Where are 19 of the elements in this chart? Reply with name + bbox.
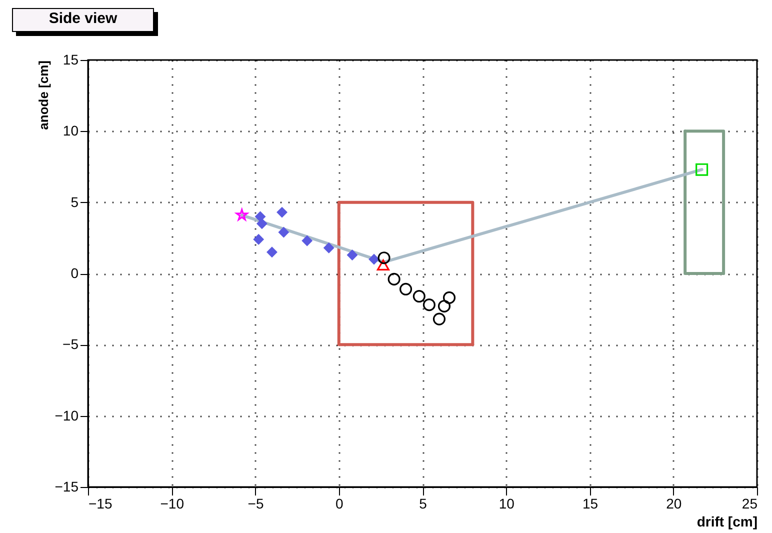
y-tick-label: −5 <box>62 336 79 352</box>
x-tick-label: 15 <box>582 496 598 512</box>
x-tick-label: −5 <box>248 496 264 512</box>
y-tick-label: −15 <box>54 478 79 494</box>
x-tick-label: 10 <box>498 496 515 512</box>
y-tick-label: 10 <box>62 122 79 139</box>
x-tick-label: −15 <box>88 496 112 512</box>
y-tick-label: −10 <box>54 407 79 424</box>
x-tick-label: 5 <box>419 496 428 512</box>
y-tick-label: 15 <box>62 52 79 68</box>
x-tick-label: −10 <box>160 496 184 512</box>
chart-title: Side view <box>12 8 154 32</box>
x-tick-label: 0 <box>335 496 344 512</box>
x-tick-label: 25 <box>742 496 758 512</box>
x-axis-title: drift [cm] <box>696 514 758 530</box>
x-tick-label: 20 <box>666 496 682 512</box>
y-axis-title: anode [cm] <box>36 60 51 130</box>
y-tick-label: 5 <box>70 194 79 210</box>
y-tick-label: 0 <box>70 265 79 281</box>
